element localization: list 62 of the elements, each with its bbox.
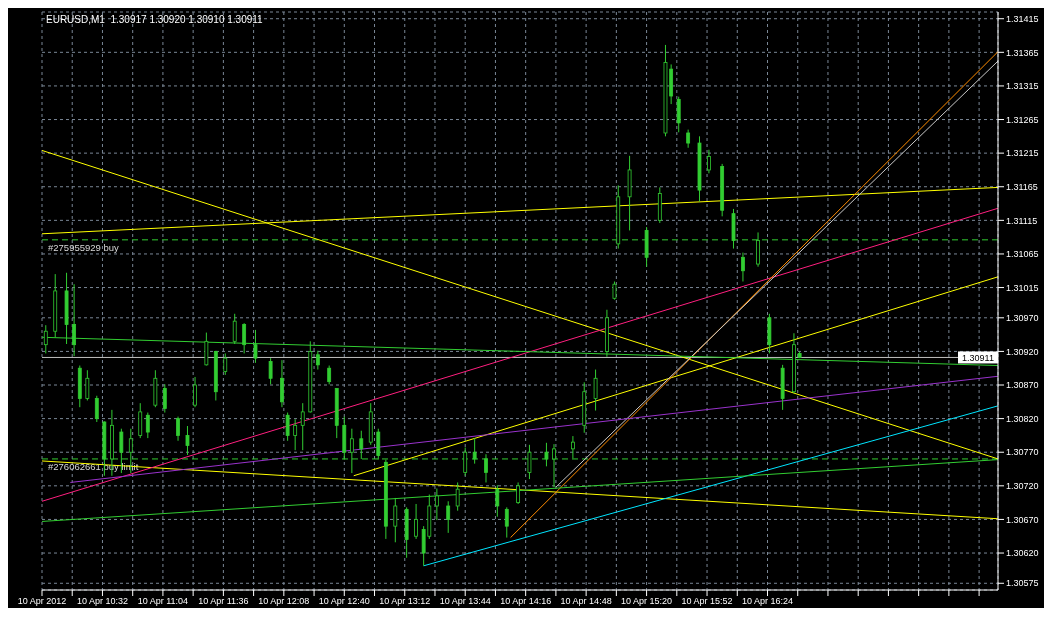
y-tick-label: 1.30970 (1006, 313, 1039, 323)
candlestick (145, 412, 150, 439)
x-tick-label: 10 Apr 11:04 (137, 596, 189, 607)
y-tick-label: 1.30575 (1006, 578, 1039, 589)
candlestick (446, 500, 451, 534)
candlestick (504, 506, 509, 539)
x-tick-label: 10 Apr 13:12 (379, 596, 431, 607)
y-tick-label: 1.31265 (1006, 114, 1039, 125)
candlestick (593, 369, 598, 412)
y-tick-label: 1.30820 (1006, 413, 1039, 424)
candlestick (280, 359, 284, 408)
candlestick (268, 357, 273, 385)
y-tick-label: 1.30620 (1006, 548, 1039, 559)
y-tick-label: 1.31015 (1006, 282, 1039, 293)
candlestick (185, 425, 190, 456)
annotation: EURUSD,M1 1.30917 1.30920 1.30910 1.30911 (46, 14, 263, 25)
candlestick (315, 350, 320, 371)
candlestick (495, 484, 500, 518)
candlestick (612, 281, 617, 301)
candlestick (223, 352, 228, 376)
y-tick-label: 1.31065 (1006, 249, 1039, 260)
y-tick-label: 1.30920 (1006, 346, 1039, 357)
y-tick-label: 1.30870 (1006, 380, 1039, 391)
x-tick-label: 10 Apr 15:52 (681, 596, 733, 607)
ref-line-label: #275955929 buy (48, 241, 120, 253)
candlestick (414, 503, 418, 540)
candlestick (193, 376, 197, 408)
y-tick-label: 1.31165 (1006, 181, 1038, 192)
y-tick-label: 1.31315 (1006, 81, 1039, 92)
candlestick (741, 252, 745, 283)
candlestick (285, 412, 290, 442)
candlestick (516, 481, 521, 505)
candlestick (138, 402, 143, 439)
x-tick-label: 10 Apr 16:24 (741, 596, 794, 607)
candlestick (85, 369, 90, 401)
candlestick (293, 418, 298, 451)
x-tick-label: 10 Apr 12:40 (318, 596, 370, 607)
x-tick-label: 10 Apr 13:44 (439, 596, 491, 607)
candlestick (162, 383, 167, 414)
candlestick (176, 416, 180, 442)
y-tick-label: 1.31115 (1006, 215, 1038, 226)
y-tick-label: 1.31415 (1006, 13, 1039, 24)
x-tick-label: 10 Apr 15:20 (621, 596, 673, 607)
y-tick-label: 1.30670 (1006, 514, 1039, 525)
candlestick (455, 481, 460, 512)
candlestick (327, 365, 332, 385)
candlestick (94, 395, 99, 423)
x-tick-label: 10 Apr 2012 (17, 596, 67, 607)
ref-line-label: 1.30911 (962, 353, 994, 364)
x-tick-label: 10 Apr 11:36 (198, 596, 249, 607)
y-tick-label: 1.30720 (1006, 481, 1039, 492)
y-tick-label: 1.30770 (1006, 447, 1039, 458)
x-tick-label: 10 Apr 14:16 (500, 596, 552, 607)
candlestick (686, 129, 691, 149)
y-tick-label: 1.31215 (1006, 148, 1039, 159)
candlestick (707, 149, 711, 174)
y-tick-label: 1.31365 (1006, 47, 1039, 58)
x-tick-label: 10 Apr 14:48 (560, 596, 612, 607)
x-tick-label: 10 Apr 12:08 (258, 596, 310, 607)
candlestick (300, 402, 305, 451)
candlestick (676, 96, 681, 133)
x-tick-label: 10 Apr 10:32 (76, 596, 128, 607)
